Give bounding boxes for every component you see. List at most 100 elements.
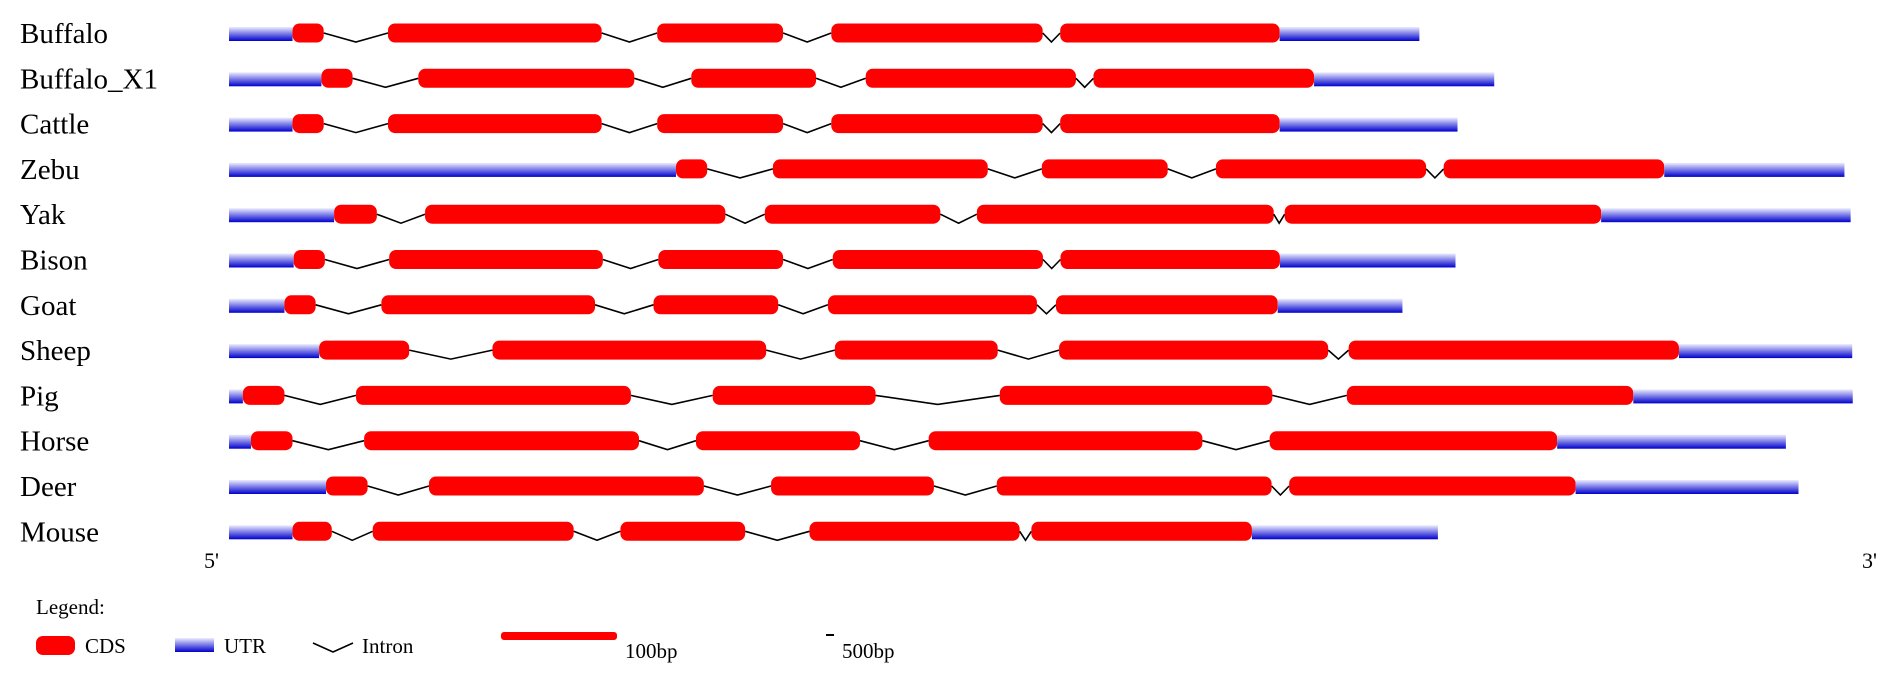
cds-block: [1093, 68, 1315, 88]
gene-rows: Buffalo Buffalo_X1 Cattle Zebu Yak Bison Goat S…: [20, 18, 1853, 548]
gene-row: Cattle: [20, 109, 1458, 141]
cds-block: [334, 204, 377, 224]
utr-block: [1601, 208, 1851, 223]
intron-line: [331, 530, 374, 542]
gene-row: Horse: [20, 426, 1786, 458]
legend-cds-label: CDS: [85, 634, 126, 658]
legend-intron-label: Intron: [362, 634, 414, 658]
utr-block: [229, 344, 320, 359]
utr-block: [229, 480, 327, 494]
intron-line: [875, 394, 1000, 406]
gene-row: Deer: [20, 471, 1799, 503]
intron-line: [315, 304, 382, 315]
gene-label: Sheep: [20, 335, 91, 367]
intron-scale-bar: [826, 634, 834, 636]
cds-block: [1060, 250, 1280, 269]
intron-line: [1042, 123, 1061, 134]
cds-block: [764, 204, 941, 224]
gene-label: Mouse: [20, 516, 99, 548]
intron-line: [725, 213, 766, 225]
cds-block: [809, 521, 1020, 541]
utr-block: [1557, 434, 1786, 449]
cds-block: [865, 68, 1076, 88]
cds-block: [389, 250, 603, 269]
cds-block: [250, 431, 293, 451]
intron-line: [782, 258, 834, 270]
utr-block: [1279, 117, 1458, 132]
cds-block: [356, 385, 631, 405]
cds-block: [418, 68, 635, 88]
intron-line: [1271, 485, 1290, 497]
intron-line: [1075, 77, 1095, 89]
five-prime-label: 5': [204, 548, 219, 573]
utr-block: [1575, 480, 1799, 494]
cds-block: [293, 250, 325, 269]
cds-block: [1284, 204, 1602, 224]
cds-block: [691, 68, 817, 88]
exon-scale-label: 100bp: [625, 639, 678, 663]
intron-legend-icon: [312, 642, 354, 653]
cds-block: [831, 23, 1043, 43]
intron-line: [601, 32, 658, 43]
intron-line: [1042, 258, 1062, 270]
cds-block: [675, 159, 708, 179]
utr-block: [1314, 72, 1495, 87]
gene-label: Deer: [20, 471, 77, 503]
cds-block: [387, 23, 602, 43]
cds-block: [492, 340, 767, 360]
intron-line: [782, 32, 832, 43]
cds-block: [319, 340, 410, 360]
intron-line: [602, 258, 659, 270]
cds-block: [999, 385, 1273, 405]
cds-block: [1059, 340, 1329, 360]
gene-label: Cattle: [20, 109, 89, 141]
gene-label: Buffalo_X1: [20, 63, 158, 95]
utr-block: [229, 389, 243, 404]
cds-block: [657, 114, 784, 134]
gene-label: Pig: [20, 380, 59, 412]
cds-block: [832, 250, 1043, 269]
intron-line: [594, 304, 654, 315]
cds-block: [1031, 521, 1252, 541]
intron-line: [601, 122, 658, 134]
cds-block: [381, 295, 596, 315]
cds-block: [834, 340, 998, 360]
cds-block: [326, 476, 368, 496]
cds-legend-icon: [36, 636, 75, 655]
intron-line: [376, 213, 426, 225]
intron-line: [782, 122, 832, 134]
utr-block: [1664, 162, 1845, 177]
legend-title: Legend:: [36, 595, 105, 619]
cds-block: [657, 23, 784, 43]
intron-line: [638, 439, 697, 451]
utr-legend-icon: [175, 638, 214, 652]
utr-block: [229, 72, 322, 87]
cds-block: [928, 431, 1203, 451]
cds-block: [772, 159, 988, 179]
cds-block: [1060, 23, 1280, 43]
gene-row: Zebu: [20, 154, 1845, 186]
cds-block: [831, 114, 1043, 134]
cds-block: [242, 385, 285, 405]
gene-label: Buffalo: [20, 18, 108, 50]
utr-block: [229, 27, 293, 41]
gene-label: Bison: [20, 245, 88, 277]
gene-label: Zebu: [20, 154, 80, 186]
intron-line: [323, 32, 389, 43]
utr-block: [229, 253, 294, 268]
legend-utr-label: UTR: [224, 634, 266, 658]
gene-row: Sheep: [20, 335, 1853, 367]
gene-label: Goat: [20, 290, 76, 322]
gene-label: Horse: [20, 426, 89, 458]
cds-block: [1348, 340, 1679, 360]
cds-block: [292, 114, 324, 134]
utr-block: [1277, 298, 1403, 313]
gene-label: Yak: [20, 199, 66, 231]
utr-block: [1251, 525, 1438, 540]
intron-line: [1167, 168, 1217, 179]
cds-block: [1055, 295, 1278, 315]
utr-block: [229, 298, 285, 313]
intron-line: [573, 530, 621, 542]
intron-line: [1272, 394, 1348, 406]
